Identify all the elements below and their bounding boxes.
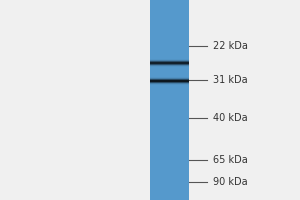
Text: 90 kDa: 90 kDa bbox=[213, 177, 248, 187]
Bar bbox=[150, 64, 189, 65]
Text: 31 kDa: 31 kDa bbox=[213, 75, 248, 85]
Bar bbox=[150, 83, 189, 84]
Bar bbox=[150, 82, 189, 83]
Text: 22 kDa: 22 kDa bbox=[213, 41, 248, 51]
Bar bbox=[150, 80, 189, 81]
Bar bbox=[150, 79, 189, 80]
Bar bbox=[150, 63, 189, 64]
Bar bbox=[150, 0, 189, 200]
Text: 40 kDa: 40 kDa bbox=[213, 113, 248, 123]
Bar bbox=[150, 61, 189, 62]
Bar bbox=[150, 65, 189, 66]
Bar bbox=[150, 60, 189, 61]
Bar bbox=[150, 59, 189, 60]
Bar bbox=[150, 81, 189, 82]
Bar bbox=[150, 62, 189, 63]
Bar bbox=[150, 78, 189, 79]
Bar bbox=[150, 84, 189, 85]
Bar bbox=[150, 77, 189, 78]
Text: 65 kDa: 65 kDa bbox=[213, 155, 248, 165]
Bar bbox=[150, 66, 189, 67]
